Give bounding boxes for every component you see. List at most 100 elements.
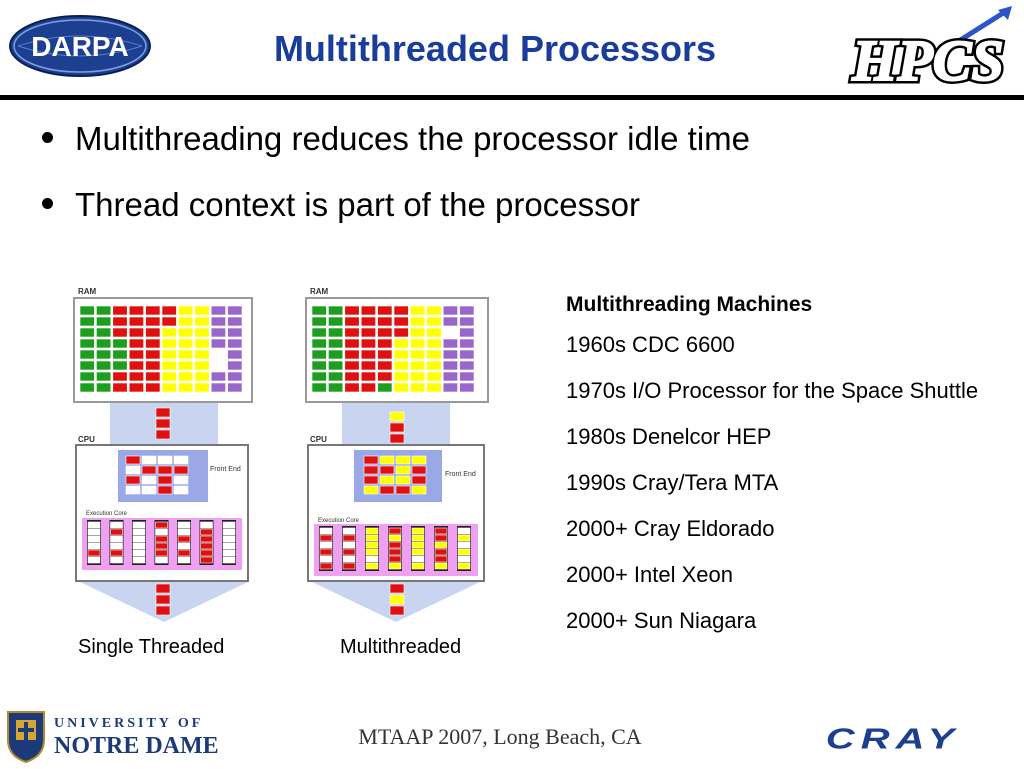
ram-cell [96, 360, 112, 371]
ram-cell [227, 316, 243, 327]
ram-cell [311, 305, 327, 316]
instruction-cell [389, 605, 405, 616]
execution-cell [155, 521, 168, 529]
single-threaded-caption: Single Threaded [78, 636, 225, 658]
ram-cell [426, 338, 442, 349]
ram-cell [194, 327, 210, 338]
ram-cell [128, 327, 144, 338]
execution-cell [177, 521, 191, 529]
ram-cell [145, 327, 161, 338]
ram-cell [210, 316, 226, 327]
ram-cell [311, 316, 327, 327]
execution-cell [319, 541, 333, 549]
front-end-cell [411, 475, 427, 485]
ram-cell [96, 316, 112, 327]
ram-cell [311, 338, 327, 349]
execution-cell [87, 556, 101, 564]
execution-cell [457, 562, 471, 570]
ram-cell [128, 371, 144, 382]
front-end-cell [173, 485, 189, 495]
hpcs-logo-text: HPCS [851, 28, 1004, 90]
execution-cell [365, 541, 379, 549]
execution-cell [200, 549, 213, 557]
ram-cell [227, 382, 243, 393]
hpcs-logo: HPCS HPCS [836, 4, 1020, 97]
ram-cell [79, 338, 95, 349]
execution-cell [457, 527, 471, 535]
ram-cell [459, 316, 475, 327]
ram-cell [328, 327, 344, 338]
machines-heading: Multithreading Machines [566, 293, 813, 316]
ram-cell [410, 338, 426, 349]
execution-cell [434, 555, 448, 563]
ram-cell [328, 360, 344, 371]
ram-label: RAM [310, 287, 329, 296]
ram-cell [393, 349, 409, 360]
ram-cell [128, 338, 144, 349]
ram-cell [178, 349, 194, 360]
ram-cell [442, 371, 458, 382]
instruction-cell [155, 594, 171, 605]
front-end-cell [157, 455, 173, 465]
ram-cell [442, 305, 458, 316]
execution-cell [110, 521, 123, 529]
notre-dame-logo-graphic: UNIVERSITY OF NOTRE DAME [7, 711, 219, 764]
ram-cell [178, 338, 194, 349]
ram-cell [377, 349, 393, 360]
title-divider [0, 95, 1024, 100]
ram-cell [178, 382, 194, 393]
ram-cell [459, 327, 475, 338]
ram-cell [227, 360, 243, 371]
front-end-cell [379, 485, 395, 495]
front-end-cell [379, 475, 395, 485]
cpu-label: CPU [310, 435, 327, 444]
ram-cell [410, 382, 426, 393]
ram-cell [344, 316, 360, 327]
execution-cell [110, 528, 123, 536]
ram-cell [194, 316, 210, 327]
ram-cell [393, 338, 409, 349]
ram-cell [426, 360, 442, 371]
execution-cell [222, 521, 236, 529]
ram-cell [194, 382, 210, 393]
execution-cell [388, 527, 402, 535]
front-end-cell [157, 475, 173, 485]
ram-cell [410, 349, 426, 360]
execution-cell [155, 528, 168, 536]
cray-logo-graphic: CRAY [826, 723, 954, 755]
execution-cell [132, 528, 146, 536]
front-end-cell [363, 485, 379, 495]
ram-cell [112, 360, 128, 371]
execution-cell [200, 556, 213, 564]
front-end-cell [125, 455, 141, 465]
ram-cell [311, 382, 327, 393]
machine-item: 1980s Denelcor HEP [566, 424, 772, 449]
execution-cell [132, 535, 146, 543]
darpa-logo: DARPA [8, 14, 152, 78]
ram-cell [426, 305, 442, 316]
front-end-cell [141, 475, 157, 485]
front-end-cell [141, 465, 157, 475]
ram-cell [145, 316, 161, 327]
ram-label: RAM [78, 287, 97, 296]
darpa-logo-graphic: DARPA [9, 15, 151, 77]
execution-cell [434, 527, 448, 535]
execution-cell [222, 556, 236, 564]
single-threaded-diagram: RAM CPU Front End Execution Core [73, 287, 253, 622]
ram-cell [145, 371, 161, 382]
ram-cell [128, 360, 144, 371]
ram-cell [194, 338, 210, 349]
front-end-cell [395, 475, 411, 485]
bullet-text: Multithreading reduces the processor idl… [75, 120, 751, 157]
ram-cell [210, 305, 226, 316]
ram-cell [393, 382, 409, 393]
ram-cell [426, 382, 442, 393]
ram-cell [194, 349, 210, 360]
execution-cell [411, 534, 425, 542]
instruction-cell [155, 605, 171, 616]
ram-cell [410, 371, 426, 382]
execution-cell [222, 528, 236, 536]
ram-cell [360, 338, 376, 349]
ram-cell [459, 382, 475, 393]
front-end-cell [379, 455, 395, 465]
